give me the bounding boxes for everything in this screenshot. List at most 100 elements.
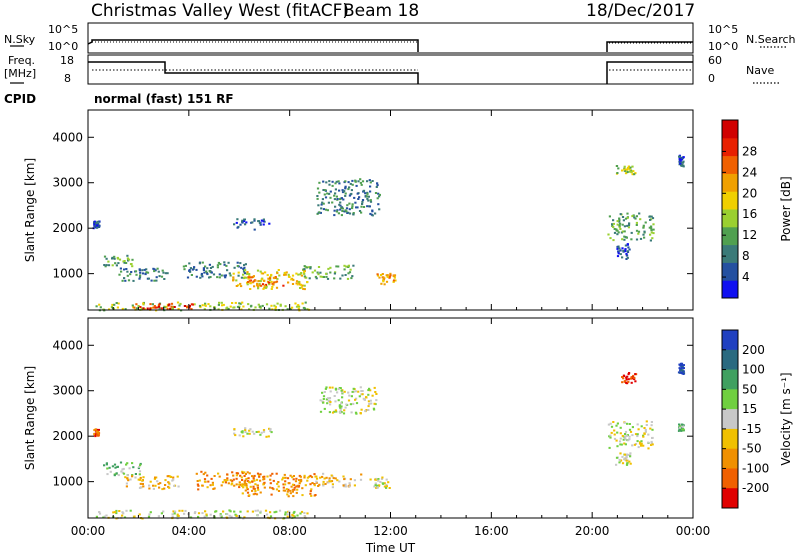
- power-cell: [96, 226, 99, 229]
- velocity-cell: [171, 479, 174, 482]
- velocity-cell: [247, 477, 250, 480]
- velocity-cell: [627, 378, 630, 381]
- velocity-cell: [373, 402, 376, 405]
- velocity-cell: [343, 390, 346, 393]
- power-cell: [93, 225, 96, 227]
- power-cell: [316, 212, 319, 215]
- velocity-cell: [650, 444, 653, 446]
- velocity-cell: [276, 482, 279, 485]
- power-cell: [335, 210, 338, 213]
- power-cell: [341, 189, 344, 192]
- velocity-cell: [645, 424, 648, 426]
- velocity-cell: [341, 392, 344, 395]
- power-cell: [188, 304, 191, 307]
- power-cell: [324, 196, 328, 199]
- power-cell: [163, 278, 166, 280]
- velocity-cell: [626, 462, 629, 465]
- velocity-cell: [616, 431, 619, 434]
- power-cell: [167, 304, 170, 307]
- power-cell: [141, 269, 144, 272]
- power-cell: [239, 302, 242, 305]
- power-cell: [261, 272, 265, 275]
- velocity-cell: [608, 446, 611, 449]
- power-cell: [204, 302, 207, 305]
- velocity-cell: [138, 473, 141, 476]
- velocity-cell: [342, 412, 346, 415]
- velocity-cell: [636, 423, 639, 426]
- power-cell: [626, 254, 629, 257]
- velocity-cell: [139, 476, 142, 479]
- velocity-cell: [621, 434, 624, 437]
- velocity-cell: [103, 515, 106, 518]
- y-tick-label: 1000: [52, 267, 83, 281]
- velocity-cell: [277, 490, 281, 492]
- power-cell: [124, 308, 127, 311]
- nave-tick-low: 0: [708, 72, 715, 85]
- power-cell: [153, 279, 156, 282]
- velocity-cell: [322, 484, 325, 487]
- velocity-cell: [252, 477, 255, 480]
- power-cell: [369, 200, 373, 203]
- velocity-cell: [678, 367, 681, 370]
- colorbar-swatch: [722, 468, 738, 489]
- power-cell: [352, 213, 355, 216]
- velocity-cell: [642, 435, 645, 438]
- power-cell: [303, 270, 306, 272]
- power-cell: [123, 261, 126, 264]
- velocity-cell: [203, 480, 207, 483]
- power-cell: [371, 180, 374, 182]
- velocity-cell: [241, 479, 244, 481]
- power-cell: [358, 210, 362, 212]
- velocity-cell: [633, 378, 636, 381]
- velocity-cell: [198, 479, 201, 482]
- velocity-cell: [173, 512, 176, 515]
- velocity-cell: [338, 480, 341, 483]
- power-cell: [340, 214, 343, 217]
- velocity-cell: [322, 483, 325, 486]
- velocity-cell: [232, 478, 235, 481]
- power-cell: [224, 276, 227, 279]
- velocity-cell: [625, 434, 628, 437]
- power-cell: [333, 194, 336, 197]
- power-cell: [342, 198, 345, 201]
- power-cell: [139, 271, 142, 274]
- power-cell: [267, 277, 270, 280]
- velocity-cell: [183, 512, 186, 515]
- velocity-cell: [201, 512, 204, 515]
- power-cell: [632, 214, 635, 217]
- colorbar-tick-label: 4: [742, 270, 750, 284]
- velocity-cell: [272, 479, 275, 482]
- power-cell: [333, 198, 336, 201]
- velocity-cell: [235, 474, 238, 477]
- velocity-cell: [195, 472, 198, 475]
- power-cell: [323, 193, 326, 196]
- power-cell: [297, 307, 300, 310]
- power-cell: [218, 301, 221, 304]
- power-cell: [642, 226, 645, 229]
- velocity-cell: [627, 454, 630, 456]
- power-cell: [277, 269, 280, 271]
- power-cell: [316, 187, 320, 190]
- velocity-cell: [322, 398, 325, 400]
- velocity-cell: [126, 474, 129, 477]
- velocity-cell: [125, 463, 128, 466]
- velocity-cell: [262, 483, 265, 486]
- power-cell: [123, 268, 126, 271]
- velocity-cell: [229, 510, 232, 513]
- velocity-cell: [246, 432, 249, 435]
- velocity-cell: [625, 378, 628, 381]
- colorbar-swatch: [722, 244, 738, 263]
- power-cell: [321, 198, 324, 201]
- velocity-cell: [253, 474, 256, 477]
- velocity-cell: [615, 439, 618, 442]
- power-cell: [291, 274, 295, 277]
- power-cell: [142, 307, 145, 310]
- velocity-cell: [644, 430, 647, 433]
- velocity-cell: [230, 483, 233, 486]
- velocity-cell: [329, 403, 332, 406]
- power-cell: [626, 212, 629, 215]
- power-cell: [346, 204, 349, 207]
- colorbar-tick-label: -15: [742, 422, 762, 436]
- velocity-cell: [383, 482, 386, 485]
- power-cell: [628, 170, 632, 173]
